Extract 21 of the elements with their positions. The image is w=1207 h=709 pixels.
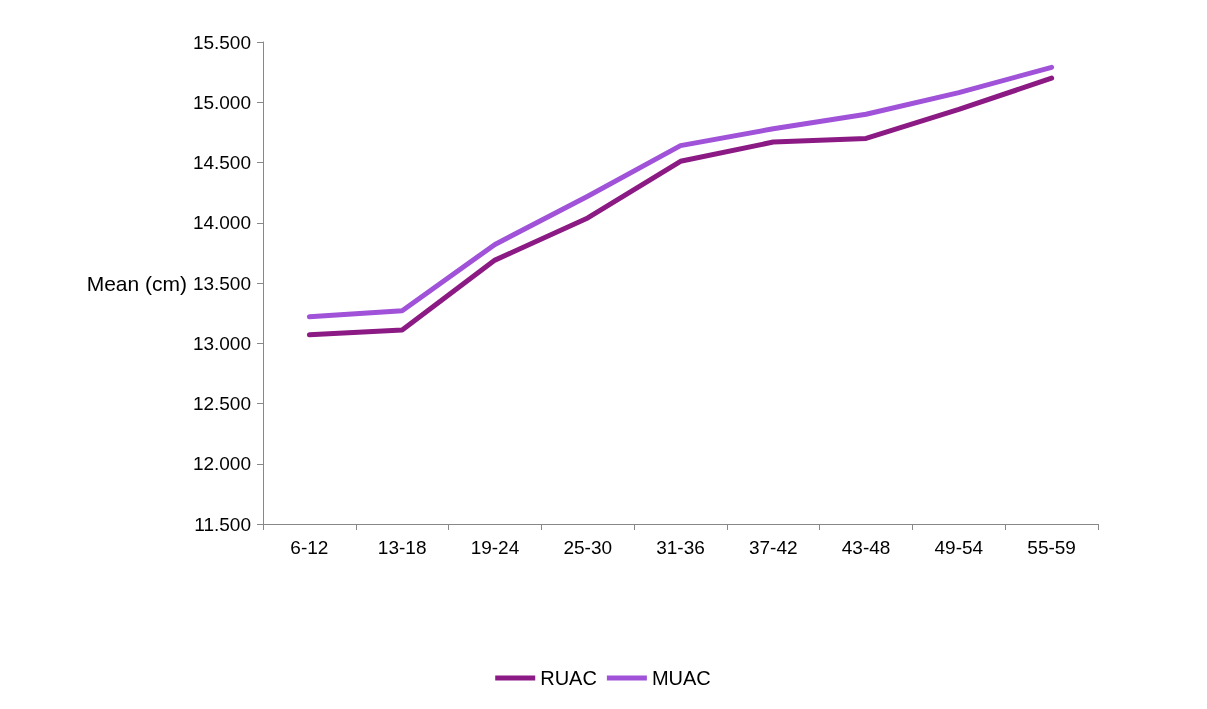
x-tick-label: 49-54	[934, 537, 984, 558]
y-tick-label: 14.000	[192, 212, 251, 234]
y-tick-label: 13.000	[192, 332, 251, 354]
y-tick-label: 12.500	[192, 393, 251, 414]
y-tick-label: 11.500	[194, 513, 251, 535]
x-tick-label: 25-30	[563, 537, 613, 558]
x-tick-label: 19-24	[470, 537, 520, 558]
x-tick-label: 55-59	[1027, 537, 1076, 558]
x-tick-label: 37-42	[748, 537, 798, 558]
y-tick-label: 12.000	[192, 453, 251, 475]
x-tick-label: 6-12	[290, 537, 329, 558]
x-tick-label: 31-36	[656, 537, 705, 558]
y-tick-label: 15.000	[192, 91, 251, 113]
y-axis-title: Mean (cm)	[86, 271, 187, 295]
y-tick-label: 15.500	[192, 31, 251, 53]
y-tick-label: 13.500	[192, 272, 251, 294]
x-tick-label: 13-18	[377, 537, 427, 558]
y-tick-label: 14.500	[192, 152, 251, 173]
x-tick-label: 43-48	[841, 537, 891, 558]
legend-label: MUAC	[651, 667, 711, 689]
legend-label: RUAC	[540, 667, 597, 689]
